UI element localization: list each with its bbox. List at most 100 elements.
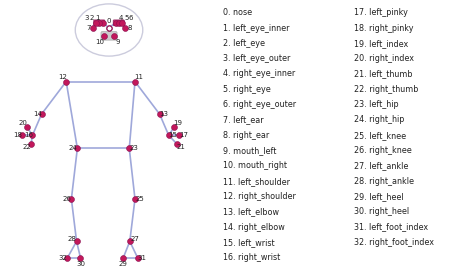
Text: 32: 32 [58,255,67,261]
Text: 13. left_elbow: 13. left_elbow [223,207,279,216]
Text: 14. right_elbow: 14. right_elbow [223,222,285,232]
Point [118,21,126,25]
Text: 20: 20 [18,120,27,126]
Text: 23: 23 [129,145,138,152]
Text: 19: 19 [173,120,182,126]
Text: 30. right_heel: 30. right_heel [354,207,409,216]
Text: 22: 22 [23,144,31,150]
Text: 29. left_heel: 29. left_heel [354,192,403,201]
Text: 3: 3 [85,15,89,21]
Point [100,34,108,38]
Point [28,133,36,138]
Point [38,112,46,116]
Text: 18. right_pinky: 18. right_pinky [354,24,413,33]
Point [165,133,173,138]
Text: 26. right_knee: 26. right_knee [354,146,411,155]
Text: 24. right_hip: 24. right_hip [354,115,404,124]
Point [112,21,119,25]
Text: 17: 17 [179,132,188,138]
Point [73,146,81,151]
Text: 5: 5 [124,15,128,21]
Text: 29: 29 [119,261,128,267]
Text: 1: 1 [95,15,100,21]
Point [119,255,127,260]
Text: 28. right_ankle: 28. right_ankle [354,177,414,186]
Text: 14: 14 [33,111,42,117]
Point [156,112,164,116]
Text: 3. left_eye_outer: 3. left_eye_outer [223,54,291,63]
Point [121,25,128,30]
Text: 12. right_shoulder: 12. right_shoulder [223,192,296,201]
Text: 8. right_ear: 8. right_ear [223,131,269,140]
Text: 28: 28 [67,236,76,242]
FancyBboxPatch shape [101,32,117,40]
Point [173,141,180,146]
Text: 16: 16 [24,132,33,138]
Text: 7: 7 [87,25,91,31]
Text: 25. left_knee: 25. left_knee [354,131,406,140]
Text: 7. left_ear: 7. left_ear [223,115,264,124]
Point [126,239,134,244]
Text: 10. mouth_right: 10. mouth_right [223,161,287,170]
Text: 10: 10 [96,39,105,45]
Point [73,239,81,244]
Text: 15: 15 [168,132,177,138]
Text: 17. left_pinky: 17. left_pinky [354,8,408,17]
Text: 4. right_eye_inner: 4. right_eye_inner [223,70,295,78]
Text: 15. left_wrist: 15. left_wrist [223,238,275,247]
Point [126,146,133,151]
FancyBboxPatch shape [94,20,105,26]
Text: 27: 27 [130,236,139,242]
Point [18,133,26,138]
Text: 25: 25 [135,196,144,202]
Text: 16. right_wrist: 16. right_wrist [223,253,281,262]
Text: 21. left_thumb: 21. left_thumb [354,70,412,78]
Text: 6: 6 [129,15,133,21]
Point [175,133,183,138]
Text: 9. mouth_left: 9. mouth_left [223,146,276,155]
Text: 11: 11 [134,74,143,80]
Text: 9: 9 [116,39,120,45]
Text: 24: 24 [68,145,77,152]
Text: 26: 26 [62,196,71,202]
Text: 11. left_shoulder: 11. left_shoulder [223,177,290,186]
Text: 21: 21 [176,144,185,150]
Text: 4: 4 [118,15,123,21]
FancyBboxPatch shape [113,20,124,26]
Point [131,197,139,201]
Point [105,25,113,30]
Point [63,79,70,84]
Text: 0: 0 [107,18,111,24]
Text: 5. right_eye: 5. right_eye [223,85,271,94]
Text: 2. left_eye: 2. left_eye [223,39,265,48]
Point [68,197,75,201]
Point [134,255,141,260]
Point [131,79,139,84]
Point [24,125,31,129]
Text: 27. left_ankle: 27. left_ankle [354,161,408,170]
Point [90,25,97,30]
Point [92,21,100,25]
Text: 31. left_foot_index: 31. left_foot_index [354,222,428,232]
Point [77,255,84,260]
Text: 2: 2 [90,15,94,21]
Point [115,21,122,25]
Text: 19. left_index: 19. left_index [354,39,408,48]
Text: 23. left_hip: 23. left_hip [354,100,398,109]
Text: 12: 12 [58,74,67,80]
Point [105,25,113,30]
Text: 8: 8 [127,25,131,31]
Text: 18: 18 [13,132,22,138]
Text: 13: 13 [159,111,168,117]
Text: 30: 30 [76,261,85,267]
Point [170,125,178,129]
Point [64,255,71,260]
Text: 1. left_eye_inner: 1. left_eye_inner [223,24,290,33]
Point [99,21,106,25]
Text: 0. nose: 0. nose [223,8,252,17]
Text: 32. right_foot_index: 32. right_foot_index [354,238,434,247]
Text: 20. right_index: 20. right_index [354,54,414,63]
Text: 6. right_eye_outer: 6. right_eye_outer [223,100,296,109]
Point [27,141,35,146]
Point [110,34,118,38]
